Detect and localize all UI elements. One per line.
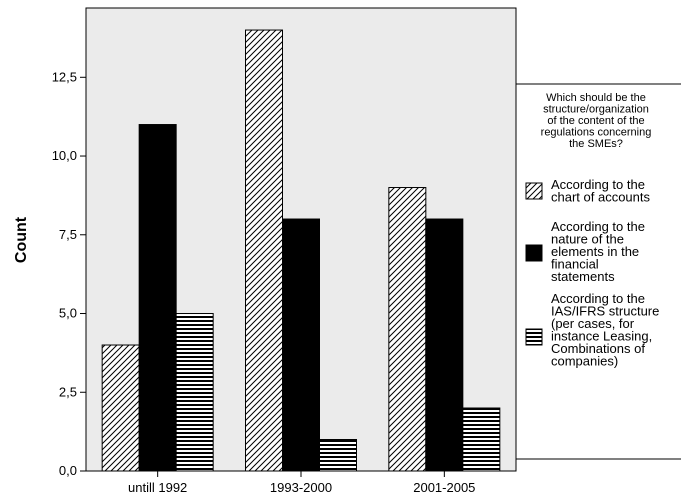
x-tick-label: 2001-2005 <box>413 480 475 495</box>
bar <box>138 124 177 472</box>
bar <box>388 187 427 472</box>
legend-label-line: nature of the <box>551 232 624 247</box>
legend-item: According to the IAS/IFRS structure (per c… <box>525 291 659 369</box>
bar <box>101 344 140 472</box>
legend-title-line: Which should be the <box>546 92 646 104</box>
bar <box>462 407 501 472</box>
legend-label-line: According to the <box>551 219 645 234</box>
legend-label-line: elements in the <box>551 244 639 259</box>
y-tick-label: 2,5 <box>59 384 77 399</box>
bar <box>425 218 464 472</box>
legend: Which should be the structure/organizatio… <box>516 83 681 460</box>
y-tick-label: 12,5 <box>52 69 77 84</box>
y-tick-label: 10,0 <box>52 148 77 163</box>
y-tick-label: 7,5 <box>59 227 77 242</box>
legend-label-line: (per cases, for <box>551 316 635 331</box>
y-axis-label: Count <box>13 216 30 263</box>
legend-label-line: companies) <box>551 354 618 369</box>
legend-title-line: regulations concerning <box>541 127 652 139</box>
legend-label-line: According to the <box>551 291 645 306</box>
bar <box>175 313 214 472</box>
legend-title-line: of the content of the <box>547 115 644 127</box>
legend-label-line: financial <box>551 257 599 272</box>
y-tick-label: 0,0 <box>59 463 77 478</box>
legend-label-line: IAS/IFRS structure <box>551 304 659 319</box>
x-tick-label: untill 1992 <box>128 480 187 495</box>
legend-label: According to the nature of the elements in… <box>551 219 645 284</box>
legend-title-line: structure/organization <box>543 104 649 116</box>
legend-item: According to the nature of the elements in… <box>525 219 645 284</box>
bar <box>282 218 320 472</box>
legend-label-line: According to the <box>551 177 645 192</box>
x-tick-label: 1993-2000 <box>270 480 332 495</box>
legend-title: Which should be the structure/organizatio… <box>541 92 652 150</box>
legend-label: According to the IAS/IFRS structure (per c… <box>551 291 659 369</box>
legend-swatch <box>525 244 543 262</box>
legend-item: According to the chart of accounts <box>525 177 650 205</box>
legend-title-line: the SMEs? <box>569 138 623 150</box>
legend-swatch <box>525 328 543 346</box>
bar <box>245 29 283 472</box>
legend-label-line: instance Leasing, <box>551 329 652 344</box>
legend-label: According to the chart of accounts <box>551 177 650 205</box>
legend-label-line: Combinations of <box>551 341 645 356</box>
y-tick-label: 5,0 <box>59 306 77 321</box>
legend-label-line: chart of accounts <box>551 190 650 205</box>
legend-label-line: statements <box>551 269 615 284</box>
legend-swatch <box>525 182 543 200</box>
bar <box>319 439 357 472</box>
x-axis: untill 1992 1993-2000 2001-2005 <box>128 471 475 495</box>
y-axis: 0,0 2,5 5,0 7,5 10,0 12,5 <box>52 69 86 478</box>
bars <box>101 29 501 472</box>
